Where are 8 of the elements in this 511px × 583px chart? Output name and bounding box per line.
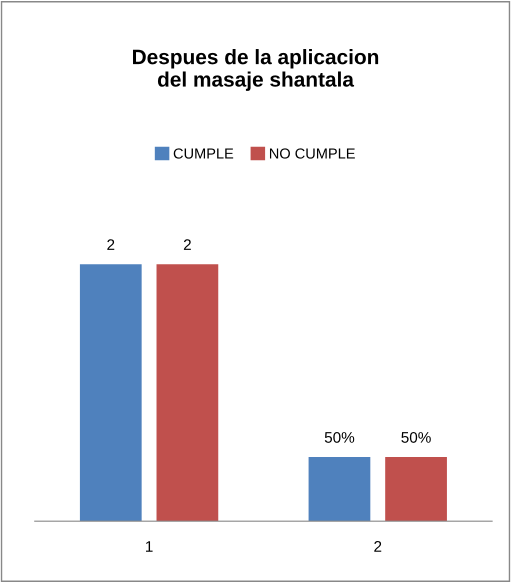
- legend-label: CUMPLE: [174, 148, 234, 159]
- data-label: 2: [107, 239, 114, 250]
- chart-title: Despues de la aplicacion del masaje shantala: [133, 49, 378, 91]
- legend-label: NO CUMPLE: [270, 148, 355, 159]
- x-tick-label: 1: [146, 541, 153, 552]
- data-label: 2: [184, 239, 191, 250]
- data-label: 50%: [324, 432, 354, 443]
- data-label: 50%: [401, 432, 431, 443]
